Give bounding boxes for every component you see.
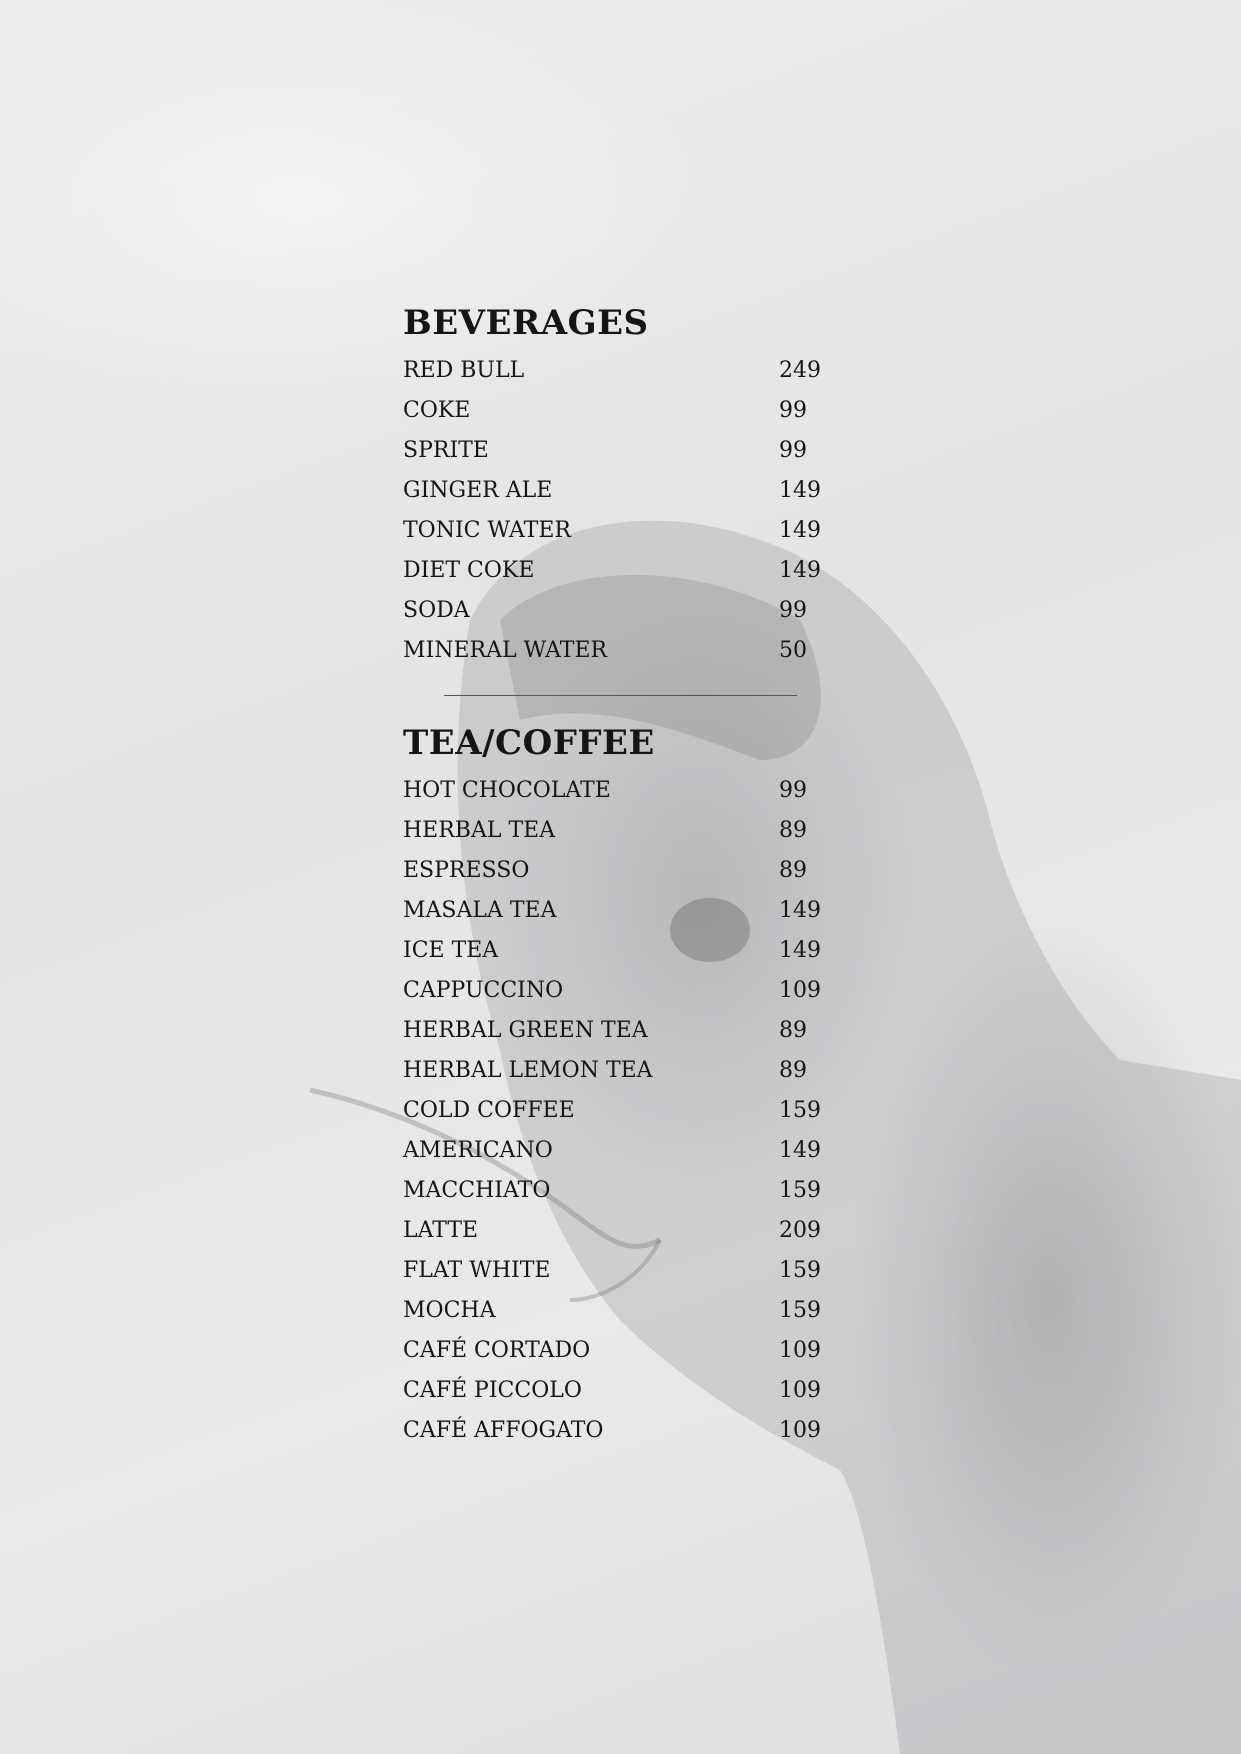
menu-item-name: GINGER ALE bbox=[403, 478, 553, 503]
menu-item-name: MINERAL WATER bbox=[403, 638, 608, 663]
menu-item-price: 149 bbox=[779, 938, 821, 963]
menu-item-price: 149 bbox=[779, 518, 821, 543]
menu-item: MASALA TEA 149 bbox=[403, 898, 823, 938]
section-title-tea-coffee: TEA/COFFEE bbox=[403, 723, 655, 763]
menu-item-name: ICE TEA bbox=[403, 938, 499, 963]
section-title-beverages: BEVERAGES bbox=[403, 303, 649, 343]
menu-item: HERBAL TEA 89 bbox=[403, 818, 823, 858]
menu-item-name: HERBAL GREEN TEA bbox=[403, 1018, 648, 1043]
menu-item: RED BULL 249 bbox=[403, 358, 823, 398]
menu-item-name: COKE bbox=[403, 398, 471, 423]
menu-item-price: 109 bbox=[779, 978, 821, 1003]
menu-item: CAFÉ AFFOGATO 109 bbox=[403, 1418, 823, 1458]
menu-item-price: 89 bbox=[779, 1018, 807, 1043]
menu-item-name: LATTE bbox=[403, 1218, 479, 1243]
menu-item: COKE 99 bbox=[403, 398, 823, 438]
menu-item-price: 249 bbox=[779, 358, 821, 383]
section-divider bbox=[444, 695, 797, 696]
menu-item: ICE TEA 149 bbox=[403, 938, 823, 978]
menu-item-price: 149 bbox=[779, 558, 821, 583]
menu-item-price: 89 bbox=[779, 858, 807, 883]
menu-item-name: MACCHIATO bbox=[403, 1178, 551, 1203]
menu-item-price: 149 bbox=[779, 1138, 821, 1163]
menu-item-price: 159 bbox=[779, 1298, 821, 1323]
menu-item-name: TONIC WATER bbox=[403, 518, 571, 543]
menu-item-name: MOCHA bbox=[403, 1298, 496, 1323]
menu-item-price: 159 bbox=[779, 1178, 821, 1203]
menu-item-price: 50 bbox=[779, 638, 807, 663]
menu-item: GINGER ALE 149 bbox=[403, 478, 823, 518]
menu-item-price: 99 bbox=[779, 398, 807, 423]
menu-item-name: FLAT WHITE bbox=[403, 1258, 551, 1283]
menu-item: CAPPUCCINO 109 bbox=[403, 978, 823, 1018]
menu-item-price: 99 bbox=[779, 778, 807, 803]
menu-item: FLAT WHITE 159 bbox=[403, 1258, 823, 1298]
menu-item: HOT CHOCOLATE 99 bbox=[403, 778, 823, 818]
menu-item-price: 209 bbox=[779, 1218, 821, 1243]
menu-item-price: 149 bbox=[779, 898, 821, 923]
menu-item-price: 99 bbox=[779, 438, 807, 463]
menu-item: COLD COFFEE 159 bbox=[403, 1098, 823, 1138]
menu-item: LATTE 209 bbox=[403, 1218, 823, 1258]
menu-item-price: 159 bbox=[779, 1258, 821, 1283]
menu-item-name: CAFÉ PICCOLO bbox=[403, 1378, 582, 1403]
menu-item: DIET COKE 149 bbox=[403, 558, 823, 598]
menu-item: SODA 99 bbox=[403, 598, 823, 638]
menu-item: CAFÉ PICCOLO 109 bbox=[403, 1378, 823, 1418]
menu-item-price: 99 bbox=[779, 598, 807, 623]
menu-item-price: 109 bbox=[779, 1378, 821, 1403]
menu-item: CAFÉ CORTADO 109 bbox=[403, 1338, 823, 1378]
menu-item: MACCHIATO 159 bbox=[403, 1178, 823, 1218]
menu-item-name: CAFÉ CORTADO bbox=[403, 1338, 591, 1363]
menu-item-name: CAPPUCCINO bbox=[403, 978, 564, 1003]
menu-item-name: DIET COKE bbox=[403, 558, 535, 583]
menu-item: AMERICANO 149 bbox=[403, 1138, 823, 1178]
menu-item-price: 89 bbox=[779, 1058, 807, 1083]
menu-item-price: 159 bbox=[779, 1098, 821, 1123]
menu-item-price: 89 bbox=[779, 818, 807, 843]
menu-item-name: AMERICANO bbox=[403, 1138, 553, 1163]
menu-item: MOCHA 159 bbox=[403, 1298, 823, 1338]
menu-item-name: HERBAL LEMON TEA bbox=[403, 1058, 653, 1083]
menu-item: SPRITE 99 bbox=[403, 438, 823, 478]
menu-item-name: HERBAL TEA bbox=[403, 818, 556, 843]
menu-item-price: 149 bbox=[779, 478, 821, 503]
menu-item-name: SPRITE bbox=[403, 438, 489, 463]
menu-item-name: MASALA TEA bbox=[403, 898, 557, 923]
menu-item-price: 109 bbox=[779, 1418, 821, 1443]
menu-item: HERBAL GREEN TEA 89 bbox=[403, 1018, 823, 1058]
menu-item-name: SODA bbox=[403, 598, 470, 623]
menu-item-name: RED BULL bbox=[403, 358, 525, 383]
menu-item-name: ESPRESSO bbox=[403, 858, 530, 883]
menu-item-price: 109 bbox=[779, 1338, 821, 1363]
menu-item-name: CAFÉ AFFOGATO bbox=[403, 1418, 604, 1443]
menu-item: HERBAL LEMON TEA 89 bbox=[403, 1058, 823, 1098]
menu-item: MINERAL WATER 50 bbox=[403, 638, 823, 678]
menu-item: ESPRESSO 89 bbox=[403, 858, 823, 898]
menu-item: TONIC WATER 149 bbox=[403, 518, 823, 558]
menu-item-name: COLD COFFEE bbox=[403, 1098, 575, 1123]
menu-item-name: HOT CHOCOLATE bbox=[403, 778, 611, 803]
